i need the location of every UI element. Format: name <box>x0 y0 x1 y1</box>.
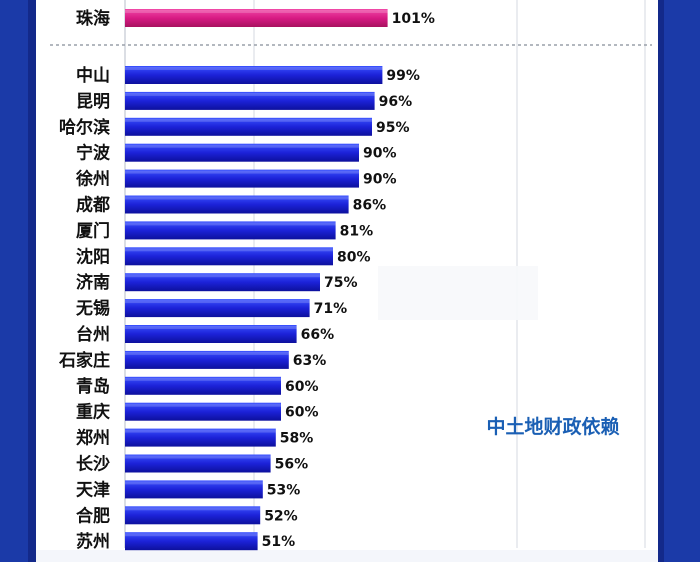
main-category-label-12: 青岛 <box>76 376 110 397</box>
top-bar-group: 珠海 101% <box>76 8 435 29</box>
main-bar-highlight-14 <box>125 429 276 433</box>
main-bar-highlight-15 <box>125 455 271 459</box>
main-bar-highlight-3 <box>125 144 359 148</box>
main-bar-highlight-7 <box>125 248 333 252</box>
top-bar-0 <box>125 9 388 27</box>
main-category-label-6: 厦门 <box>76 220 110 241</box>
main-value-label-0: 99% <box>386 68 420 84</box>
right-frame-edge <box>658 0 664 562</box>
main-category-label-5: 成都 <box>76 195 110 216</box>
main-bar-6 <box>125 221 336 240</box>
main-value-label-3: 90% <box>363 146 397 162</box>
main-category-label-1: 昆明 <box>76 92 110 112</box>
main-bar-17 <box>125 506 261 525</box>
main-bar-0 <box>125 66 383 84</box>
main-value-label-5: 86% <box>353 198 387 214</box>
main-value-label-15: 56% <box>275 457 309 473</box>
right-frame-band <box>658 0 700 562</box>
main-bar-highlight-5 <box>125 196 349 200</box>
chart-annotation: 中土地财政依赖 <box>486 415 619 438</box>
main-bar-highlight-16 <box>125 481 263 485</box>
main-value-label-16: 53% <box>267 482 301 498</box>
main-value-label-8: 75% <box>324 275 358 291</box>
main-bar-7 <box>125 247 333 266</box>
main-value-label-11: 63% <box>293 353 327 369</box>
main-bar-5 <box>125 195 349 214</box>
main-bar-group: 中山 99% 昆明 96% 哈尔滨 95% 宁波 90% 徐州 90% 成都 86% 厦门 81% 沈阳 80… <box>58 65 420 552</box>
light-patch <box>378 266 538 320</box>
main-category-label-0: 中山 <box>76 65 110 86</box>
main-bar-15 <box>125 454 271 473</box>
main-category-label-14: 郑州 <box>76 428 110 449</box>
top-category-label-0: 珠海 <box>76 8 110 29</box>
main-bar-highlight-4 <box>125 170 359 174</box>
main-bar-highlight-17 <box>125 507 261 511</box>
main-bar-18 <box>125 532 258 551</box>
main-category-label-7: 沈阳 <box>76 246 110 267</box>
main-category-label-13: 重庆 <box>76 402 110 423</box>
main-bar-highlight-11 <box>125 351 289 355</box>
main-bar-1 <box>125 91 375 110</box>
main-bar-highlight-0 <box>125 67 383 70</box>
top-value-label-0: 101% <box>392 11 435 27</box>
main-value-label-1: 96% <box>379 94 413 110</box>
main-category-label-9: 无锡 <box>75 298 110 319</box>
main-bar-2 <box>125 117 372 136</box>
main-bar-16 <box>125 480 263 499</box>
main-category-label-8: 济南 <box>76 272 110 293</box>
main-value-label-18: 51% <box>262 534 296 550</box>
main-bar-10 <box>125 325 297 343</box>
main-category-label-16: 天津 <box>76 479 110 500</box>
main-value-label-12: 60% <box>285 379 319 395</box>
main-bar-3 <box>125 143 359 162</box>
main-bar-highlight-6 <box>125 222 336 226</box>
main-value-label-7: 80% <box>337 249 371 265</box>
main-bar-11 <box>125 350 289 369</box>
main-category-label-17: 合肥 <box>76 505 110 526</box>
main-category-label-11: 石家庄 <box>58 350 110 371</box>
main-bar-highlight-18 <box>125 533 258 537</box>
main-value-label-13: 60% <box>285 405 319 421</box>
main-category-label-15: 长沙 <box>76 454 110 475</box>
main-category-label-3: 宁波 <box>76 143 111 164</box>
main-bar-14 <box>125 428 276 447</box>
main-value-label-9: 71% <box>314 301 348 317</box>
bottom-strip <box>36 550 658 562</box>
main-bar-highlight-8 <box>125 274 320 278</box>
main-value-label-14: 58% <box>280 431 314 447</box>
top-bar-highlight-0 <box>125 10 388 13</box>
main-bar-12 <box>125 376 281 395</box>
main-value-label-17: 52% <box>264 508 298 524</box>
main-bar-highlight-10 <box>125 326 297 329</box>
main-category-label-10: 台州 <box>76 324 110 345</box>
main-category-label-18: 苏州 <box>76 531 110 552</box>
main-category-label-4: 徐州 <box>75 169 110 190</box>
main-bar-highlight-2 <box>125 118 372 122</box>
main-value-label-4: 90% <box>363 172 397 188</box>
main-bar-highlight-9 <box>125 300 310 304</box>
left-frame-edge <box>28 0 36 562</box>
main-category-label-2: 哈尔滨 <box>59 117 110 138</box>
main-value-label-6: 81% <box>340 223 374 239</box>
main-bar-8 <box>125 273 320 292</box>
main-bar-13 <box>125 402 281 421</box>
main-value-label-2: 95% <box>376 120 410 136</box>
main-bar-highlight-13 <box>125 403 281 407</box>
main-value-label-10: 66% <box>301 327 335 343</box>
main-bar-9 <box>125 299 310 318</box>
main-bar-highlight-1 <box>125 92 375 96</box>
main-bar-highlight-12 <box>125 377 281 381</box>
main-bar-4 <box>125 169 359 188</box>
